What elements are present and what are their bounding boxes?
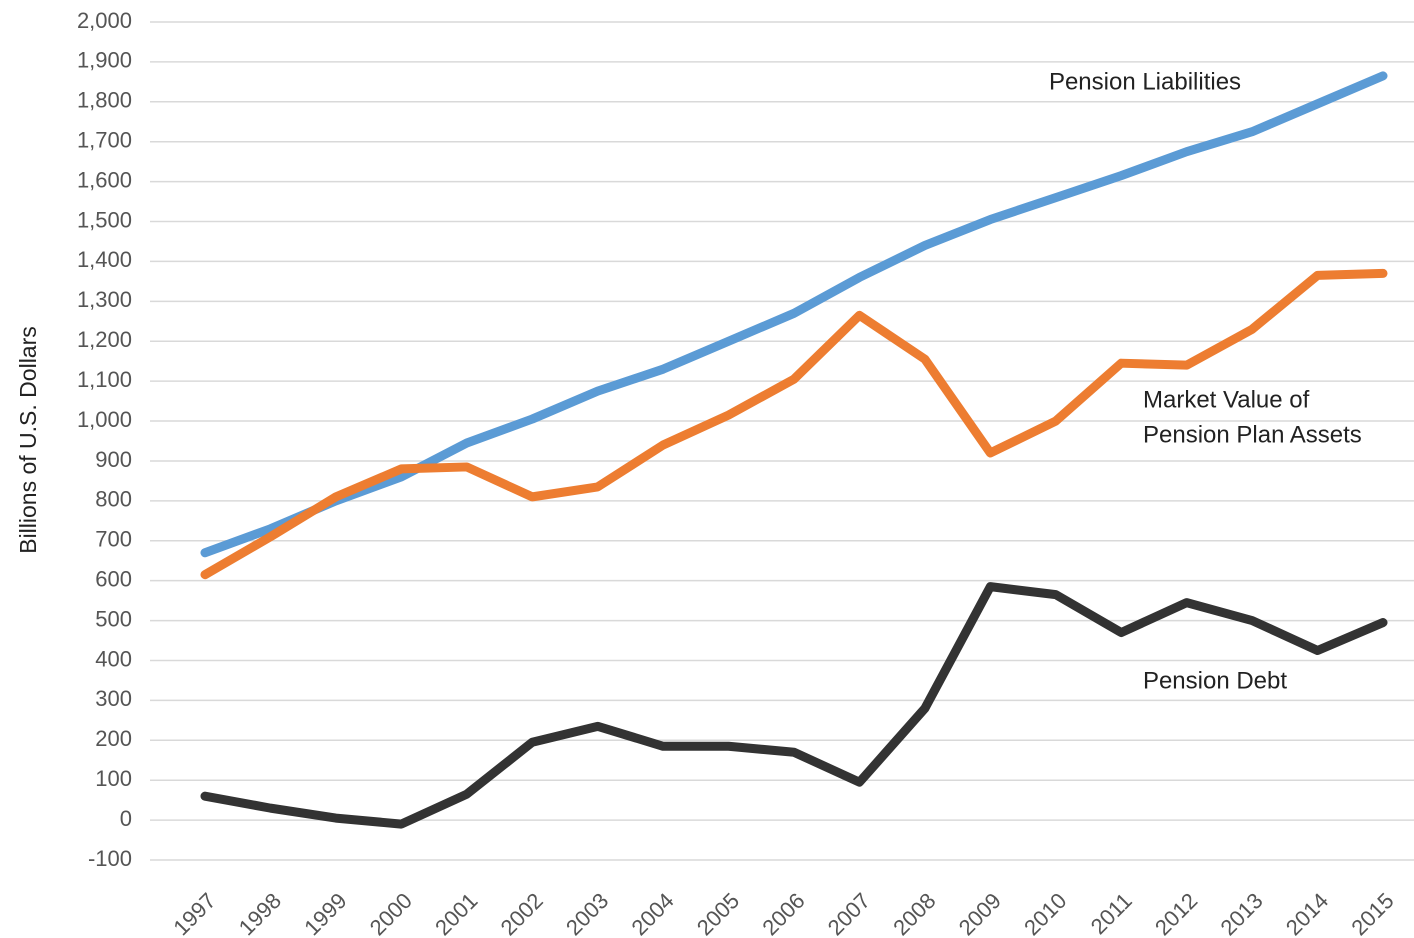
x-tick-label: 2004: [626, 888, 678, 938]
x-tick-label: 2008: [888, 888, 940, 938]
x-tick-label: 2015: [1346, 888, 1398, 938]
x-tick-label: 2010: [1019, 888, 1071, 938]
y-tick-label: 1,700: [77, 128, 132, 153]
x-tick-label: 2006: [757, 888, 809, 938]
y-tick-label: 1,100: [77, 367, 132, 392]
x-tick-label: 2014: [1281, 888, 1333, 938]
y-tick-label: 1,800: [77, 88, 132, 113]
y-tick-label: 0: [120, 806, 132, 831]
y-tick-label: 900: [95, 447, 132, 472]
series-line: [200, 582, 1388, 829]
x-tick-label: 2001: [430, 888, 482, 938]
series-line: [200, 71, 1388, 558]
y-tick-label: 1,300: [77, 287, 132, 312]
x-tick-label: 2013: [1215, 888, 1267, 938]
y-tick-label: 400: [95, 646, 132, 671]
x-tick-label: 2003: [561, 888, 613, 938]
y-tick-label: 300: [95, 686, 132, 711]
x-tick-label: 2009: [954, 888, 1006, 938]
x-tick-label: 1997: [168, 888, 220, 938]
x-tick-label: 2000: [365, 888, 417, 938]
y-tick-label: 200: [95, 726, 132, 751]
y-axis-label: Billions of U.S. Dollars: [15, 326, 41, 554]
y-tick-label: 500: [95, 606, 132, 631]
y-tick-label: 700: [95, 527, 132, 552]
x-tick-label: 1999: [299, 888, 351, 938]
annotation: Pension Liabilities: [1049, 68, 1241, 95]
y-tick-label: 1,900: [77, 48, 132, 73]
x-tick-label: 2007: [823, 888, 875, 938]
y-tick-label: 800: [95, 487, 132, 512]
y-tick-label: 1,600: [77, 167, 132, 192]
y-tick-label: -100: [88, 846, 132, 871]
annotation: Pension Plan Assets: [1143, 421, 1362, 448]
y-tick-label: 1,400: [77, 247, 132, 272]
y-tick-label: 1,000: [77, 407, 132, 432]
series-line: [200, 268, 1388, 580]
x-tick-label: 2005: [692, 888, 744, 938]
y-tick-label: 1,200: [77, 327, 132, 352]
annotation: Market Value of: [1143, 386, 1310, 413]
x-tick-label: 2012: [1150, 888, 1202, 938]
x-tick-label: 1998: [234, 888, 286, 938]
y-tick-label: 2,000: [77, 8, 132, 33]
annotation: Pension Debt: [1143, 667, 1287, 694]
y-tick-label: 100: [95, 766, 132, 791]
x-tick-label: 2002: [496, 888, 548, 938]
x-tick-label: 2011: [1086, 888, 1137, 938]
y-tick-label: 1,500: [77, 207, 132, 232]
y-tick-label: 600: [95, 566, 132, 591]
